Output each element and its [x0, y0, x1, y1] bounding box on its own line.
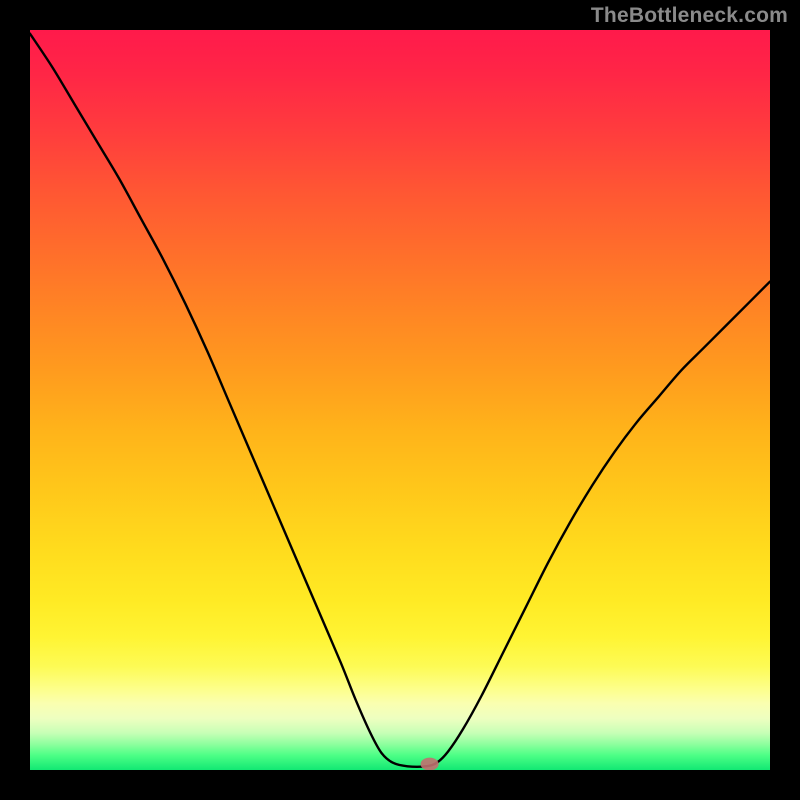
- optimal-point-marker: [421, 758, 439, 770]
- gradient-background: [30, 30, 770, 770]
- bottleneck-chart: [30, 30, 770, 770]
- watermark-text: TheBottleneck.com: [591, 4, 788, 28]
- chart-container: TheBottleneck.com: [0, 0, 800, 800]
- plot-area: [30, 30, 770, 770]
